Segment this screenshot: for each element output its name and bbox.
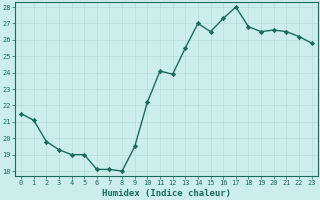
X-axis label: Humidex (Indice chaleur): Humidex (Indice chaleur)	[102, 189, 231, 198]
